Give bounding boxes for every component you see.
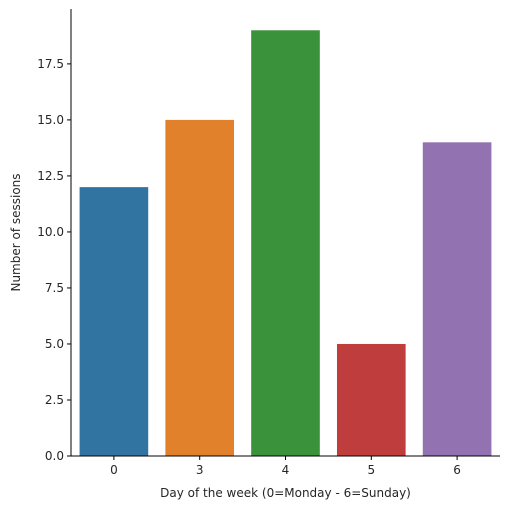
bar-0 xyxy=(79,187,149,457)
y-tick-label: 5.0 xyxy=(45,337,64,351)
y-tick-label: 10.0 xyxy=(37,225,64,239)
y-axis-label: Number of sessions xyxy=(9,173,23,291)
x-tick-label: 3 xyxy=(196,463,204,477)
y-tick-label: 17.5 xyxy=(37,57,64,71)
bars-group xyxy=(79,30,492,457)
x-tick-label: 6 xyxy=(453,463,461,477)
y-tick-label: 15.0 xyxy=(37,113,64,127)
y-tick-label: 0.0 xyxy=(45,449,64,463)
bar-6 xyxy=(422,142,492,456)
y-tick-label: 12.5 xyxy=(37,169,64,183)
x-axis-label: Day of the week (0=Monday - 6=Sunday) xyxy=(160,486,411,500)
x-tick-label: 4 xyxy=(282,463,290,477)
y-tick-label: 2.5 xyxy=(45,393,64,407)
x-ticks-group: 0 3 4 5 6 xyxy=(110,456,461,477)
bar-4 xyxy=(251,30,320,457)
y-tick-label: 7.5 xyxy=(45,281,64,295)
x-tick-label: 5 xyxy=(367,463,375,477)
y-ticks-group: 0.0 2.5 5.0 7.5 10.0 12.5 15.0 17.5 xyxy=(37,57,71,463)
x-tick-label: 0 xyxy=(110,463,118,477)
bar-3 xyxy=(165,119,235,456)
bar-5 xyxy=(336,343,406,456)
